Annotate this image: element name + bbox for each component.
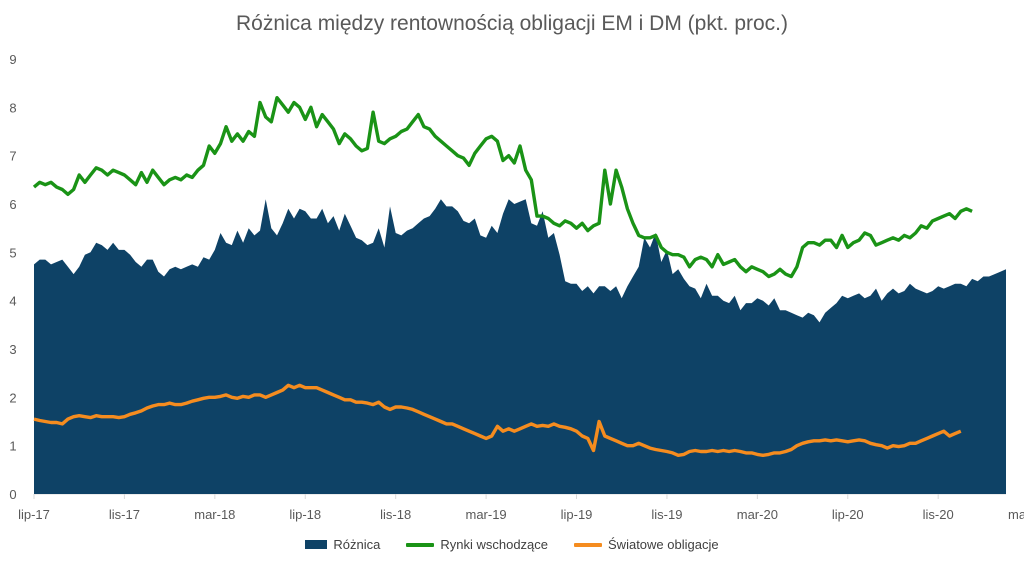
y-tick-label: 7 <box>9 149 16 164</box>
y-tick-label: 2 <box>9 390 16 405</box>
x-tick-label: lis-20 <box>923 507 954 522</box>
y-tick-label: 5 <box>9 245 16 260</box>
x-tick-label: mar-21 <box>1008 507 1024 522</box>
y-tick-label: 8 <box>9 100 16 115</box>
series-layer <box>32 96 1006 494</box>
legend-swatch-dm <box>574 542 603 547</box>
series-spread-area <box>34 199 1006 494</box>
legend-label-spread: Różnica <box>333 537 381 552</box>
legend-label-dm: Światowe obligacje <box>608 537 719 552</box>
chart-title: Różnica między rentownością obligacji EM… <box>235 12 789 35</box>
y-tick-label: 3 <box>9 342 16 357</box>
y-tick-label: 1 <box>9 439 16 454</box>
x-tick-label: lip-17 <box>18 507 50 522</box>
y-axis: 0 1 2 3 4 5 6 7 8 9 <box>9 52 16 502</box>
y-tick-label: 6 <box>9 197 16 212</box>
x-tick-label: lis-19 <box>651 507 682 522</box>
legend: Różnica Rynki wschodzące Światowe obliga… <box>0 537 1024 552</box>
y-tick-label: 0 <box>9 487 16 502</box>
y-tick-label: 9 <box>9 52 16 67</box>
series-dm-line <box>33 383 962 457</box>
legend-item-spread: Różnica <box>305 537 380 552</box>
legend-swatch-em <box>406 542 435 547</box>
legend-swatch-spread <box>305 540 328 549</box>
y-tick-label: 4 <box>9 294 16 309</box>
x-tick-label: mar-19 <box>465 507 506 522</box>
x-tick-label: lip-18 <box>289 507 321 522</box>
x-tick-label: lis-17 <box>109 507 140 522</box>
x-tick-label: mar-18 <box>194 507 235 522</box>
x-tick-label: lip-19 <box>561 507 593 522</box>
x-tick-label: lip-20 <box>832 507 864 522</box>
legend-item-dm: Światowe obligacje <box>574 537 719 552</box>
legend-item-em: Rynki wschodzące <box>406 537 548 552</box>
x-tick-label: lis-18 <box>380 507 411 522</box>
legend-label-em: Rynki wschodzące <box>440 537 549 552</box>
x-axis: lip-17 lis-17 mar-18 lip-18 lis-18 mar-19 lip-… <box>18 493 1024 522</box>
x-tick-label: mar-20 <box>737 507 778 522</box>
series-em-line <box>32 96 973 279</box>
